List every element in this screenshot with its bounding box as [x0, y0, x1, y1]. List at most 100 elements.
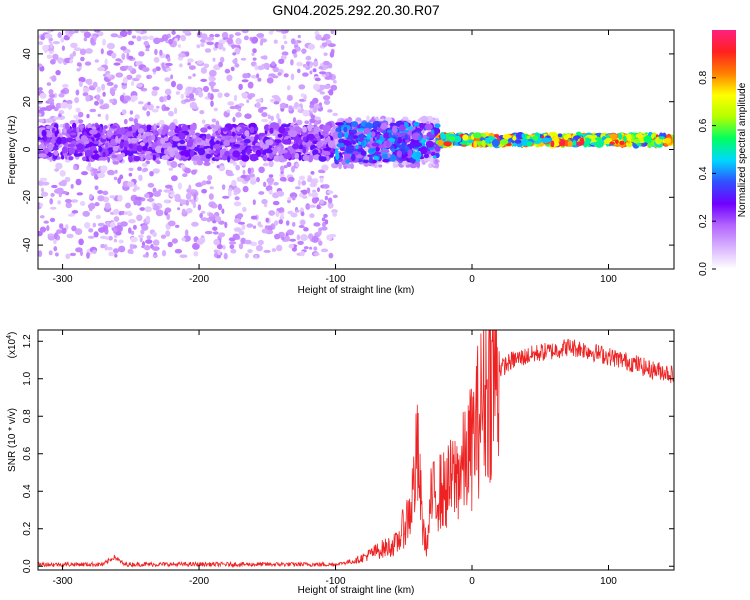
heatmap-cell: [278, 126, 286, 134]
heatmap-cell: [210, 124, 216, 129]
heatmap-cell: [52, 53, 59, 60]
heatmap-cell: [298, 154, 302, 161]
heatmap-cell: [97, 172, 106, 178]
heatmap-cell: [276, 113, 280, 120]
heatmap-cell: [200, 42, 205, 47]
heatmap-cell: [213, 249, 219, 253]
heatmap-cell: [275, 210, 280, 217]
heatmap-cell: [328, 89, 334, 96]
heatmap-cell: [268, 189, 273, 195]
heatmap-cell: [357, 134, 366, 139]
heatmap-cell: [250, 241, 258, 247]
heatmap-cell: [170, 161, 178, 168]
heatmap-cell: [244, 130, 250, 137]
heatmap-cell: [291, 221, 296, 227]
heatmap-cell: [609, 133, 617, 141]
heatmap-cell: [97, 190, 104, 194]
heatmap-cell: [125, 131, 134, 137]
heatmap-cell: [242, 73, 249, 79]
heatmap-cell: [238, 83, 243, 91]
heatmap-cell: [68, 30, 75, 35]
heatmap-cell: [312, 60, 319, 67]
heatmap-cell: [317, 187, 320, 193]
heatmap-cell: [73, 47, 82, 51]
heatmap-cell: [127, 65, 133, 72]
heatmap-cell: [123, 95, 131, 101]
spectrogram-x-label: Height of straight line (km): [298, 285, 415, 296]
heatmap-cell: [197, 204, 202, 211]
heatmap-cell: [199, 110, 205, 115]
heatmap-cell: [320, 248, 329, 253]
heatmap-cell: [53, 116, 61, 120]
heatmap-cell: [168, 110, 174, 117]
colorbar-tick-label: 0.2: [698, 214, 709, 228]
heatmap-cell: [192, 134, 197, 139]
heatmap-cell: [132, 188, 137, 192]
heatmap-cell: [310, 171, 315, 175]
heatmap-cell: [264, 124, 270, 132]
heatmap-cell: [148, 197, 154, 203]
heatmap-cell: [289, 238, 297, 242]
heatmap-cell: [212, 57, 216, 62]
heatmap-cell: [572, 140, 577, 146]
heatmap-cell: [407, 149, 413, 157]
heatmap-cell: [39, 203, 43, 207]
heatmap-cell: [189, 123, 197, 131]
heatmap-cell: [192, 106, 199, 110]
heatmap-cell: [65, 224, 69, 230]
heatmap-cell: [228, 190, 232, 198]
heatmap-cell: [302, 63, 307, 68]
heatmap-cell: [173, 107, 178, 115]
heatmap-cell: [47, 30, 52, 34]
heatmap-cell: [63, 152, 68, 157]
heatmap-cell: [261, 63, 265, 70]
heatmap-cell: [164, 106, 170, 111]
heatmap-cell: [423, 153, 429, 159]
heatmap-cell: [200, 127, 208, 133]
snr-line: [38, 330, 674, 568]
heatmap-cell: [145, 215, 151, 223]
heatmap-cell: [268, 210, 276, 216]
heatmap-cell: [345, 118, 351, 123]
heatmap-cell: [109, 98, 114, 104]
heatmap-cell: [240, 57, 247, 61]
heatmap-cell: [117, 194, 123, 202]
heatmap-cell: [212, 203, 218, 209]
heatmap-cell: [307, 43, 316, 50]
heatmap-cell: [277, 118, 282, 125]
heatmap-cell: [244, 239, 252, 245]
heatmap-cell: [302, 141, 306, 146]
heatmap-cell: [255, 98, 263, 102]
heatmap-cell: [47, 97, 55, 104]
heatmap-cell: [159, 49, 163, 56]
heatmap-cell: [318, 155, 323, 161]
heatmap-cell: [125, 202, 131, 209]
heatmap-cell: [643, 135, 653, 143]
heatmap-cell: [211, 77, 216, 81]
heatmap-cell: [279, 102, 287, 109]
heatmap-cell: [147, 182, 155, 188]
y-tick-label: 0.2: [22, 521, 33, 535]
heatmap-cell: [38, 118, 45, 123]
heatmap-cell: [255, 244, 263, 252]
heatmap-cell: [402, 116, 409, 121]
heatmap-cell: [82, 210, 90, 217]
heatmap-cell: [181, 237, 186, 242]
heatmap-cell: [238, 103, 245, 107]
heatmap-cell: [40, 191, 49, 197]
heatmap-cell: [112, 248, 120, 254]
heatmap-cell: [89, 108, 97, 113]
heatmap-cell: [234, 32, 241, 36]
heatmap-cell: [120, 210, 125, 215]
heatmap-cell: [75, 178, 82, 186]
heatmap-cell: [118, 245, 126, 253]
heatmap-cell: [241, 154, 250, 162]
heatmap-cell: [38, 63, 43, 68]
heatmap-cell: [332, 194, 338, 199]
heatmap-cell: [85, 48, 93, 54]
heatmap-cell: [252, 48, 257, 54]
heatmap-cell: [159, 119, 165, 125]
heatmap-cell: [272, 75, 279, 79]
heatmap-cell: [128, 117, 134, 122]
